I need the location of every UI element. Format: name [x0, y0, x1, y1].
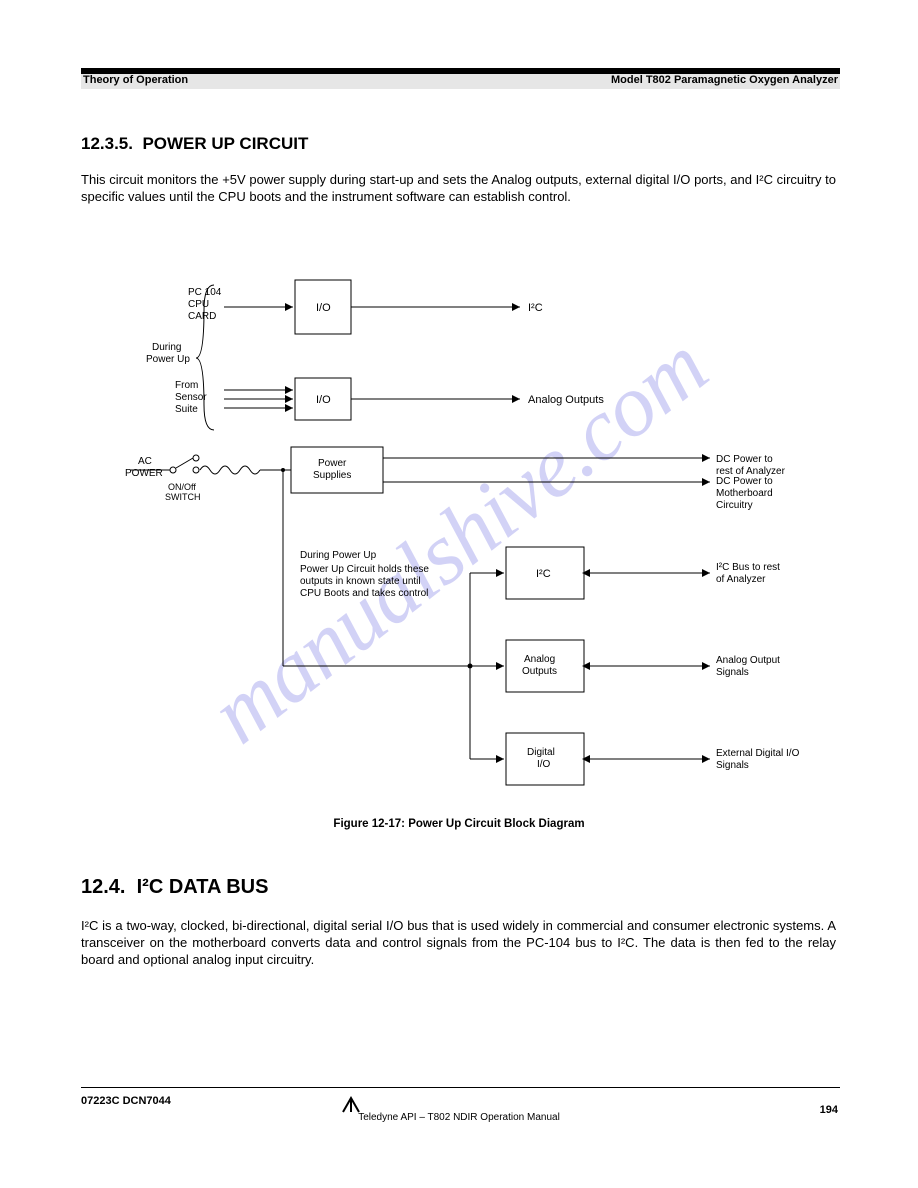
explain-3: outputs in known state until: [300, 576, 421, 587]
section-heading-2: I²C DATA BUS: [137, 876, 269, 898]
anaout-label-2: Outputs: [522, 666, 557, 677]
suite-label: Suite: [175, 404, 198, 415]
digio-label-2: I/O: [537, 759, 551, 770]
ps-out2c-label: Circuitry: [716, 500, 753, 511]
ps-label-2: Supplies: [313, 470, 351, 481]
anaout-out-1: Analog Output: [716, 655, 780, 666]
cpu-label-2: CPU: [188, 299, 209, 310]
ps-label-1: Power: [318, 458, 347, 469]
from-label: From: [175, 380, 198, 391]
anaout-out-2: Signals: [716, 667, 749, 678]
footer-rule: [81, 1087, 840, 1088]
explain-1: During Power Up: [300, 550, 377, 561]
io2-label: I/O: [316, 394, 331, 406]
section-title-2: 12.4. I²C DATA BUS: [81, 876, 268, 899]
section2-body: I²C is a two-way, clocked, bi-directiona…: [81, 918, 836, 969]
cpu-label-1: PC 104: [188, 287, 222, 298]
explain-4: CPU Boots and takes control: [300, 588, 428, 599]
i2c-node-label: I²C: [536, 568, 551, 580]
io1-out-label: I²C: [528, 302, 543, 314]
block-diagram: During Power Up PC 104 CPU CARD I/O I²C …: [0, 0, 918, 860]
bracket-label-2: Power Up: [146, 354, 190, 365]
explain-2: Power Up Circuit holds these: [300, 564, 429, 575]
switch-label-1: ON/Off: [168, 482, 196, 492]
anaout-label-1: Analog: [524, 654, 555, 665]
io2-out-label: Analog Outputs: [528, 394, 604, 406]
ac-label-1: AC: [138, 456, 152, 467]
figure-caption: Figure 12-17: Power Up Circuit Block Dia…: [0, 818, 918, 830]
ps-out2-label: DC Power to: [716, 476, 773, 487]
digio-label-1: Digital: [527, 747, 555, 758]
io1-label: I/O: [316, 302, 331, 314]
switch-label-2: SWITCH: [165, 492, 201, 502]
i2c-out-1: I²C Bus to rest: [716, 562, 780, 573]
cpu-label-3: CARD: [188, 311, 216, 322]
digio-out-2: Signals: [716, 760, 749, 771]
footer-company: Teledyne API – T802 NDIR Operation Manua…: [0, 1112, 918, 1123]
sensor-label: Sensor: [175, 392, 207, 403]
digio-out-1: External Digital I/O: [716, 748, 800, 759]
bracket-label-1: During: [152, 342, 181, 353]
ps-out2b-label: Motherboard: [716, 488, 773, 499]
section-number-2: 12.4.: [81, 876, 125, 898]
i2c-out-2: of Analyzer: [716, 574, 766, 585]
footer-revision: 07223C DCN7044: [81, 1095, 171, 1107]
ps-out1-label: DC Power to: [716, 454, 773, 465]
